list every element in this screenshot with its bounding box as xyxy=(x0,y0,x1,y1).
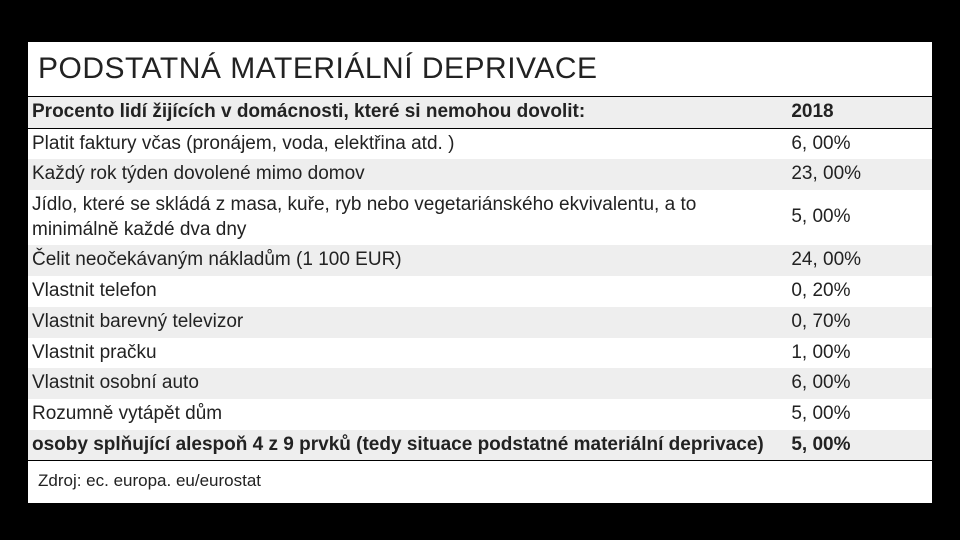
row-label: Vlastnit pračku xyxy=(28,338,787,369)
table-row: Vlastnit osobní auto6, 00% xyxy=(28,368,932,399)
row-label: Každý rok týden dovolené mimo domov xyxy=(28,159,787,190)
table-row: Vlastnit telefon0, 20% xyxy=(28,276,932,307)
row-value: 6, 00% xyxy=(787,128,932,159)
row-value: 24, 00% xyxy=(787,245,932,276)
row-value: 0, 70% xyxy=(787,307,932,338)
table-row: Čelit neočekávaným nákladům (1 100 EUR)2… xyxy=(28,245,932,276)
table-header-row: Procento lidí žijících v domácnosti, kte… xyxy=(28,97,932,129)
row-label: Vlastnit barevný televizor xyxy=(28,307,787,338)
row-value: 5, 00% xyxy=(787,399,932,430)
table-row: Rozumně vytápět dům5, 00% xyxy=(28,399,932,430)
row-label: Čelit neočekávaným nákladům (1 100 EUR) xyxy=(28,245,787,276)
table-header-label: Procento lidí žijících v domácnosti, kte… xyxy=(28,97,787,129)
deprivation-table: Procento lidí žijících v domácnosti, kte… xyxy=(28,96,932,461)
row-label: Platit faktury včas (pronájem, voda, ele… xyxy=(28,128,787,159)
row-label: Jídlo, které se skládá z masa, kuře, ryb… xyxy=(28,190,787,245)
table-row: Každý rok týden dovolené mimo domov23, 0… xyxy=(28,159,932,190)
row-value: 0, 20% xyxy=(787,276,932,307)
row-value: 5, 00% xyxy=(787,430,932,461)
table-row: Vlastnit barevný televizor0, 70% xyxy=(28,307,932,338)
row-label: Rozumně vytápět dům xyxy=(28,399,787,430)
row-value: 1, 00% xyxy=(787,338,932,369)
table-row: osoby splňující alespoň 4 z 9 prvků (ted… xyxy=(28,430,932,461)
row-value: 5, 00% xyxy=(787,190,932,245)
row-value: 6, 00% xyxy=(787,368,932,399)
row-label: osoby splňující alespoň 4 z 9 prvků (ted… xyxy=(28,430,787,461)
slide: PODSTATNÁ MATERIÁLNÍ DEPRIVACE Procento … xyxy=(28,42,932,503)
table-row: Vlastnit pračku1, 00% xyxy=(28,338,932,369)
row-label: Vlastnit telefon xyxy=(28,276,787,307)
page-title: PODSTATNÁ MATERIÁLNÍ DEPRIVACE xyxy=(28,42,932,96)
table-row: Platit faktury včas (pronájem, voda, ele… xyxy=(28,128,932,159)
row-value: 23, 00% xyxy=(787,159,932,190)
source-line: Zdroj: ec. europa. eu/eurostat xyxy=(28,461,932,503)
table-row: Jídlo, které se skládá z masa, kuře, ryb… xyxy=(28,190,932,245)
table-header-year: 2018 xyxy=(787,97,932,129)
row-label: Vlastnit osobní auto xyxy=(28,368,787,399)
